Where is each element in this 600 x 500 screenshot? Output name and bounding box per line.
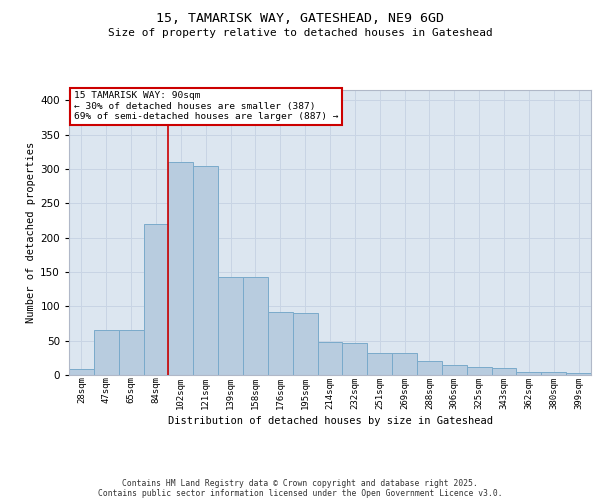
Bar xyxy=(541,372,566,375)
Bar xyxy=(69,369,94,375)
Bar xyxy=(119,330,143,375)
Y-axis label: Number of detached properties: Number of detached properties xyxy=(26,142,36,323)
Bar xyxy=(317,342,343,375)
Bar xyxy=(293,313,317,375)
Text: 15, TAMARISK WAY, GATESHEAD, NE9 6GD: 15, TAMARISK WAY, GATESHEAD, NE9 6GD xyxy=(156,12,444,26)
Bar xyxy=(517,372,541,375)
Bar xyxy=(392,353,417,375)
Bar xyxy=(367,353,392,375)
X-axis label: Distribution of detached houses by size in Gateshead: Distribution of detached houses by size … xyxy=(167,416,493,426)
Bar xyxy=(268,312,293,375)
Bar xyxy=(143,224,169,375)
Bar xyxy=(467,368,491,375)
Bar xyxy=(442,366,467,375)
Bar xyxy=(566,373,591,375)
Bar xyxy=(343,342,367,375)
Text: Size of property relative to detached houses in Gateshead: Size of property relative to detached ho… xyxy=(107,28,493,38)
Bar xyxy=(218,277,243,375)
Text: Contains public sector information licensed under the Open Government Licence v3: Contains public sector information licen… xyxy=(98,488,502,498)
Bar xyxy=(169,162,193,375)
Bar xyxy=(491,368,517,375)
Text: 15 TAMARISK WAY: 90sqm
← 30% of detached houses are smaller (387)
69% of semi-de: 15 TAMARISK WAY: 90sqm ← 30% of detached… xyxy=(74,92,339,121)
Bar xyxy=(417,360,442,375)
Bar xyxy=(243,277,268,375)
Text: Contains HM Land Registry data © Crown copyright and database right 2025.: Contains HM Land Registry data © Crown c… xyxy=(122,478,478,488)
Bar xyxy=(94,330,119,375)
Bar xyxy=(193,166,218,375)
